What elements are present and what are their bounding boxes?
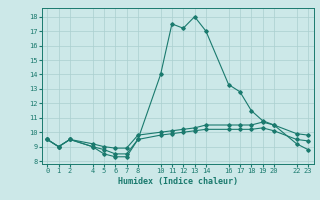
X-axis label: Humidex (Indice chaleur): Humidex (Indice chaleur) xyxy=(118,177,237,186)
